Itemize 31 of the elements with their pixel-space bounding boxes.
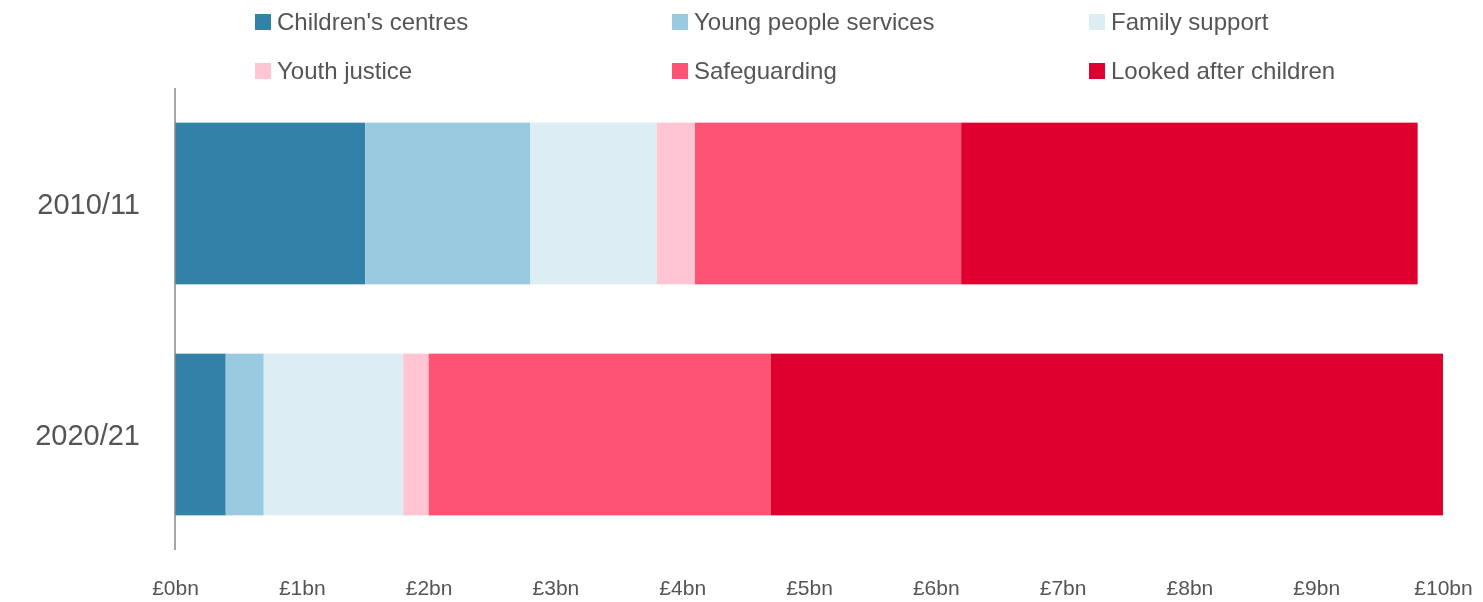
bar: [428, 353, 771, 516]
legend-label: Safeguarding: [694, 57, 837, 85]
bar: [175, 122, 366, 285]
bar: [770, 353, 1443, 516]
bar: [365, 122, 531, 285]
bar: [225, 353, 264, 516]
x-tick-label: £8bn: [1166, 575, 1214, 599]
x-tick-label: £7bn: [1039, 575, 1087, 599]
y-tick-label: 2020/21: [35, 418, 140, 451]
legend-label: Young people services: [694, 8, 935, 36]
x-tick-label: £0bn: [152, 575, 199, 599]
x-tick-label: £9bn: [1293, 575, 1341, 599]
legend-label: Youth justice: [277, 57, 413, 85]
legend-label: Family support: [1111, 8, 1269, 36]
legend-label: Looked after children: [1111, 57, 1336, 85]
bar: [961, 122, 1418, 285]
x-tick-label: £5bn: [786, 575, 833, 599]
x-tick-label: £6bn: [912, 575, 960, 599]
x-tick-label: £3bn: [532, 575, 580, 599]
x-tick-label: £10bn: [1414, 575, 1473, 599]
x-tick-label: £4bn: [659, 575, 707, 599]
x-tick-label: £2bn: [405, 575, 453, 599]
bar: [175, 353, 226, 516]
bar: [530, 122, 657, 285]
bar: [403, 353, 429, 516]
bar: [656, 122, 695, 285]
bar: [263, 353, 404, 516]
legend-label: Children's centres: [277, 8, 469, 36]
x-tick-label: £1bn: [278, 575, 326, 599]
y-tick-label: 2010/11: [37, 187, 140, 220]
bar: [694, 122, 962, 285]
